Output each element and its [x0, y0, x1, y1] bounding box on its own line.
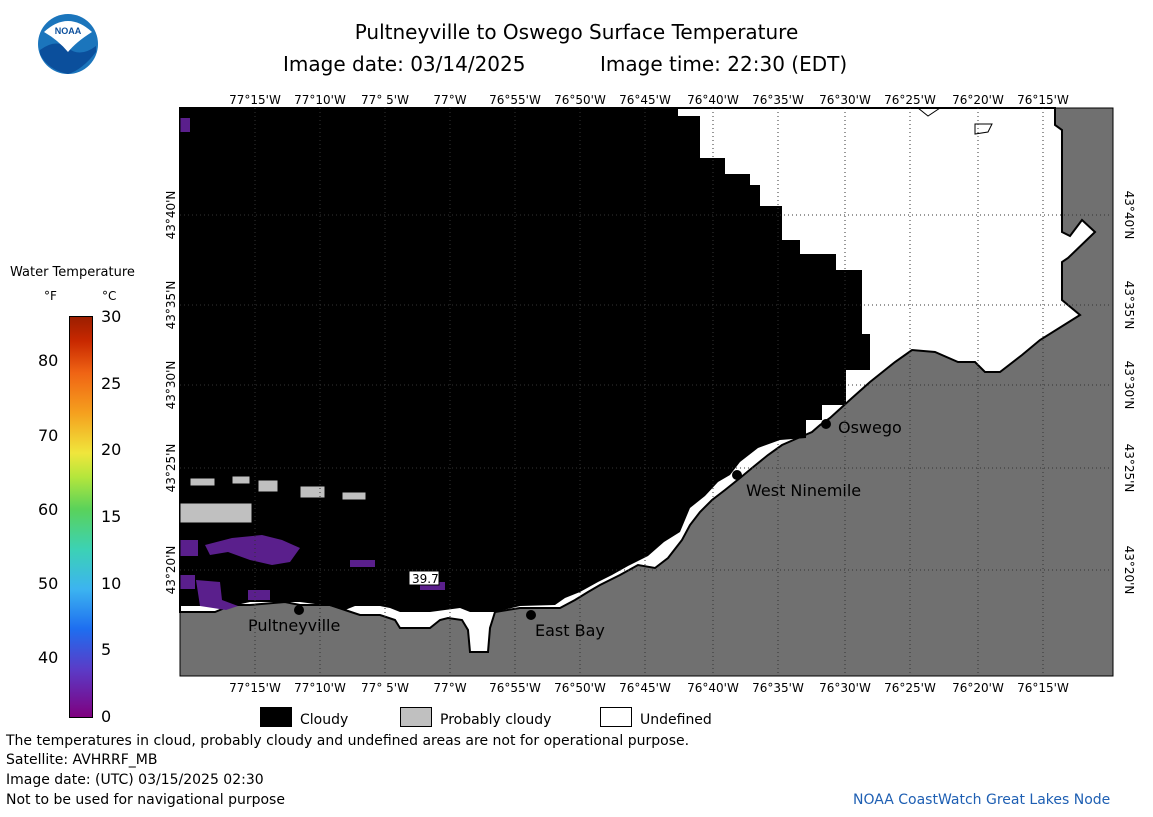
- longitude-label-bottom: 76°15'W: [1017, 681, 1069, 695]
- longitude-label-bottom: 77°15'W: [229, 681, 281, 695]
- longitude-label-bottom: 76°40'W: [687, 681, 739, 695]
- latitude-label-right: 43°20'N: [1122, 546, 1136, 595]
- longitude-label-top: 76°25'W: [884, 93, 936, 107]
- longitude-label-bottom: 76°45'W: [619, 681, 671, 695]
- shoreline-detail: [974, 123, 993, 135]
- colorbar-title: Water Temperature: [10, 265, 135, 280]
- navigation-warning: Not to be used for navigational purpose: [6, 792, 285, 808]
- longitude-label-bottom: 77°W: [433, 681, 466, 695]
- image-date: Image date: 03/14/2025: [283, 52, 526, 76]
- noaa-logo-text: NOAA: [55, 26, 82, 36]
- longitude-label-top: 76°45'W: [619, 93, 671, 107]
- legend-label-undefined: Undefined: [640, 712, 712, 728]
- colorbar-celsius-tick: 5: [101, 640, 112, 660]
- colorbar-celsius-tick: 30: [101, 307, 122, 326]
- legend-swatch-probably-cloudy: [400, 707, 432, 727]
- longitude-label-top: 76°15'W: [1017, 93, 1069, 107]
- longitude-label-top: 76°50'W: [554, 93, 606, 107]
- latitude-label-left: 43°30'N: [164, 361, 178, 410]
- latitude-label-right: 43°35'N: [1122, 281, 1136, 330]
- graticule: [180, 108, 1113, 676]
- temperature-label: 39.7: [412, 572, 439, 586]
- longitude-label-bottom: 76°35'W: [752, 681, 804, 695]
- colorbar: [69, 316, 93, 718]
- longitude-label-bottom: 77° 5'W: [361, 681, 409, 695]
- longitude-label-bottom: 77°10'W: [294, 681, 346, 695]
- place-label-pultneyville: Pultneyville: [248, 616, 340, 635]
- latitude-label-left: 43°25'N: [164, 444, 178, 493]
- map-frame: [179, 107, 1114, 677]
- legend-swatch-undefined: [600, 707, 632, 727]
- place-label-west-ninemile: West Ninemile: [746, 481, 861, 500]
- colorbar-celsius-tick: 15: [101, 507, 122, 526]
- longitude-label-top: 77°15'W: [229, 93, 281, 107]
- satellite-label: Satellite: AVHRRF_MB: [6, 752, 158, 768]
- colorbar-fahrenheit-tick: 50: [38, 573, 59, 593]
- place-marker-west-ninemile: [732, 470, 742, 480]
- colorbar-celsius-tick: 25: [101, 373, 122, 393]
- colorbar-fahrenheit-tick: 80: [38, 351, 59, 371]
- place-label-east-bay: East Bay: [535, 621, 605, 640]
- colorbar-fahrenheit-tick: 60: [38, 499, 59, 519]
- colorbar-celsius-tick: 0: [101, 707, 112, 726]
- latitude-label-right: 43°25'N: [1122, 444, 1136, 493]
- place-label-oswego: Oswego: [838, 418, 902, 437]
- longitude-label-bottom: 76°20'W: [952, 681, 1004, 695]
- latitude-label-left: 43°20'N: [164, 546, 178, 595]
- legend-label-probably-cloudy: Probably cloudy: [440, 712, 552, 728]
- longitude-label-top: 76°55'W: [489, 93, 541, 107]
- place-marker-oswego: [821, 419, 831, 429]
- longitude-label-top: 77° 5'W: [361, 93, 409, 107]
- longitude-label-top: 77°10'W: [294, 93, 346, 107]
- coastwatch-credit[interactable]: NOAA CoastWatch Great Lakes Node: [853, 792, 1111, 808]
- longitude-label-top: 77°W: [433, 93, 466, 107]
- utc-image-date: Image date: (UTC) 03/15/2025 02:30: [6, 772, 264, 788]
- colorbar-celsius-tick: 10: [101, 573, 122, 593]
- longitude-label-bottom: 76°50'W: [554, 681, 606, 695]
- colorbar-fahrenheit-tick: 70: [38, 425, 59, 445]
- legend-label-cloudy: Cloudy: [300, 712, 349, 728]
- place-marker-pultneyville: [294, 605, 304, 615]
- longitude-label-top: 76°20'W: [952, 93, 1004, 107]
- latitude-label-left: 43°35'N: [164, 281, 178, 330]
- temperature-label-box: [408, 570, 440, 586]
- place-marker-east-bay: [526, 610, 536, 620]
- operational-note: The temperatures in cloud, probably clou…: [6, 733, 690, 749]
- colorbar-unit-c: °C: [102, 289, 117, 303]
- latitude-label-right: 43°30'N: [1122, 361, 1136, 410]
- noaa-logo: NOAA: [38, 14, 98, 74]
- image-time: Image time: 22:30 (EDT): [600, 52, 848, 76]
- longitude-label-bottom: 76°55'W: [489, 681, 541, 695]
- colorbar-fahrenheit-tick: 40: [38, 647, 59, 667]
- latitude-label-right: 43°40'N: [1122, 191, 1136, 240]
- cold-water-patches: [180, 118, 445, 610]
- cloud-cover-area: [180, 108, 870, 612]
- colorbar-unit-f: °F: [44, 289, 57, 303]
- longitude-label-top: 76°30'W: [819, 93, 871, 107]
- probably-cloudy-patches: [179, 475, 367, 524]
- longitude-label-bottom: 76°25'W: [884, 681, 936, 695]
- longitude-label-top: 76°40'W: [687, 93, 739, 107]
- map-title: Pultneyville to Oswego Surface Temperatu…: [354, 20, 799, 44]
- longitude-label-top: 76°35'W: [752, 93, 804, 107]
- latitude-label-left: 43°40'N: [164, 191, 178, 240]
- longitude-label-bottom: 76°30'W: [819, 681, 871, 695]
- legend-swatch-cloudy: [260, 707, 292, 727]
- colorbar-celsius-tick: 20: [101, 440, 122, 460]
